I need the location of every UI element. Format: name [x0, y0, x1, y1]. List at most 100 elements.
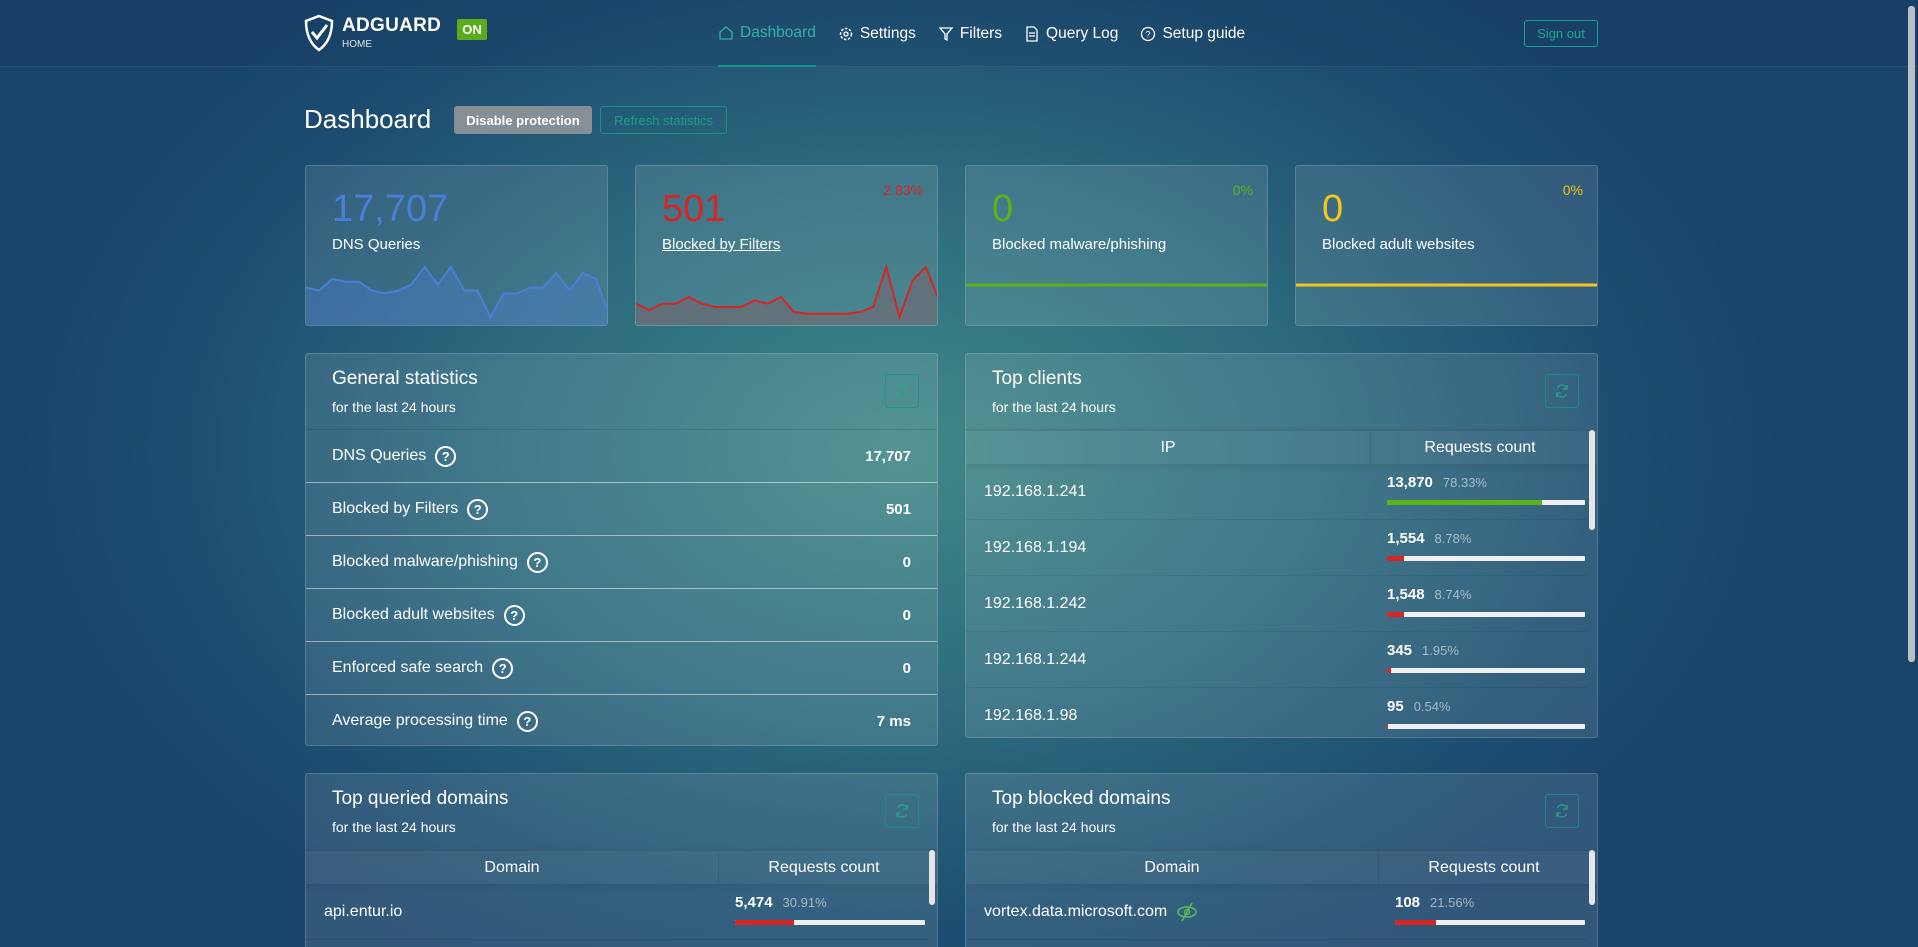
page-scrollbar[interactable] — [1908, 6, 1915, 662]
refresh-statistics-button[interactable]: Refresh statistics — [600, 106, 727, 134]
table-row: 192.168.1.241 13,870 78.33% — [966, 464, 1587, 520]
refresh-button[interactable] — [1545, 794, 1579, 828]
stat-value: 0 — [1322, 188, 1344, 230]
progress-fill — [1387, 612, 1405, 617]
progress-fill — [1387, 668, 1391, 673]
card-subtitle: for the last 24 hours — [332, 819, 456, 835]
stat-card: 0 Blocked malware/phishing 0% — [965, 165, 1268, 326]
stat-label: Blocked malware/phishing — [992, 236, 1167, 253]
disable-protection-button[interactable]: Disable protection — [454, 106, 592, 134]
request-count: 1,548 — [1387, 586, 1425, 603]
eye-off-icon[interactable] — [1175, 902, 1199, 922]
stat-row: Average processing time ? 7 ms — [306, 694, 937, 745]
table-header: Domain Requests count — [306, 849, 937, 884]
nav-label: Settings — [859, 24, 916, 42]
stat-row-label: DNS Queries — [332, 447, 427, 464]
stat-card: 501 Blocked by Filters 2.83% — [635, 165, 938, 326]
stat-percent: 2.83% — [883, 182, 923, 198]
stat-label: DNS Queries — [332, 236, 421, 253]
sparkline-line — [306, 265, 607, 320]
refresh-button[interactable] — [1545, 374, 1579, 408]
nav-label: Setup guide — [1162, 24, 1246, 42]
home-icon — [719, 25, 733, 40]
help-icon[interactable]: ? — [503, 604, 525, 626]
main-nav: Dashboard Settings Filters Query Log ? Se… — [718, 0, 1267, 67]
help-icon[interactable]: ? — [492, 657, 514, 679]
card-title: Top queried domains — [332, 788, 509, 809]
nav-settings[interactable]: Settings — [838, 0, 916, 67]
stat-row-label: Enforced safe search — [332, 659, 484, 676]
progress-bar — [735, 920, 925, 925]
nav-setup-guide[interactable]: ? Setup guide — [1140, 0, 1245, 67]
nav-label: Filters — [959, 24, 1003, 42]
nav-filters[interactable]: Filters — [938, 0, 1002, 67]
sparkline-area — [636, 267, 937, 325]
help-icon[interactable]: ? — [435, 445, 457, 467]
stat-card: 0 Blocked adult websites 0% — [1295, 165, 1598, 326]
card-subtitle: for the last 24 hours — [332, 399, 456, 415]
request-count: 108 — [1395, 894, 1421, 911]
column-header[interactable]: Requests count — [1424, 438, 1536, 456]
card-title: Top blocked domains — [992, 788, 1171, 809]
table-row: 192.168.1.242 1,548 8.74% — [966, 576, 1587, 632]
help-icon[interactable]: ? — [526, 551, 548, 573]
request-count: 5,474 — [735, 894, 773, 911]
row-key: 192.168.1.244 — [984, 650, 1087, 668]
stat-row-value: 0 — [902, 659, 911, 677]
table-scrollbar[interactable] — [929, 850, 935, 905]
column-header[interactable]: IP — [966, 431, 1371, 464]
status-badge: ON — [457, 18, 487, 40]
brand-name: ADGUARD — [342, 14, 442, 36]
table-scrollbar[interactable] — [1589, 850, 1595, 905]
request-count: 13,870 — [1387, 474, 1433, 491]
help-icon: ? — [1141, 26, 1156, 41]
help-icon[interactable]: ? — [467, 498, 489, 520]
stat-row-value: 0 — [902, 606, 911, 624]
stat-row-value: 17,707 — [865, 447, 911, 465]
top-header: ADGUARD HOME ON Dashboard Settings Filter… — [0, 0, 1918, 67]
nav-query-log[interactable]: Query Log — [1024, 0, 1118, 67]
column-header[interactable]: Requests count — [768, 858, 880, 876]
document-icon — [1026, 25, 1038, 42]
help-icon[interactable]: ? — [516, 710, 538, 732]
table-row: 192.168.1.98 95 0.54% — [966, 688, 1587, 737]
stat-card: 17,707 DNS Queries — [305, 165, 608, 326]
stat-row-label: Blocked adult websites — [332, 606, 495, 623]
table-row: vortex.data.microsoft.com 108 21.56% — [966, 884, 1587, 940]
top-queried-domains-card: Top queried domains for the last 24 hours… — [305, 773, 938, 947]
stat-value: 17,707 — [332, 188, 449, 230]
gear-icon — [839, 27, 853, 40]
row-key: 192.168.1.98 — [984, 706, 1078, 724]
sign-out-button[interactable]: Sign out — [1524, 20, 1598, 47]
sparkline — [1296, 283, 1597, 287]
stat-row: Enforced safe search ? 0 — [306, 641, 937, 694]
nav-label: Dashboard — [740, 23, 816, 41]
logo[interactable]: ADGUARD HOME ON — [304, 14, 487, 52]
progress-bar — [1395, 920, 1585, 925]
request-percent: 1.95% — [1422, 643, 1459, 658]
progress-bar — [1387, 612, 1585, 617]
refresh-button[interactable] — [885, 374, 919, 408]
sparkline — [636, 263, 937, 325]
request-count: 95 — [1387, 698, 1404, 715]
stat-label[interactable]: Blocked by Filters — [662, 236, 781, 253]
stat-row-label: Blocked by Filters — [332, 500, 459, 517]
table-header: IP Requests count — [966, 429, 1597, 464]
table-scrollbar[interactable] — [1589, 430, 1595, 530]
column-header[interactable]: Domain — [306, 851, 719, 884]
request-percent: 0.54% — [1413, 699, 1451, 714]
progress-fill — [1387, 724, 1389, 729]
request-percent: 78.33% — [1442, 475, 1487, 490]
row-key: 192.168.1.194 — [984, 538, 1087, 556]
stat-label: Blocked adult websites — [1322, 236, 1475, 253]
column-header[interactable]: Domain — [966, 851, 1379, 884]
nav-dashboard[interactable]: Dashboard — [718, 0, 816, 67]
refresh-icon — [896, 384, 908, 398]
row-key: 192.168.1.242 — [984, 594, 1087, 612]
refresh-button[interactable] — [885, 794, 919, 828]
column-header[interactable]: Requests count — [1428, 858, 1540, 876]
progress-fill — [1387, 500, 1543, 505]
sparkline — [306, 265, 607, 325]
row-key: 192.168.1.241 — [984, 482, 1087, 500]
stat-row-value: 0 — [902, 553, 911, 571]
